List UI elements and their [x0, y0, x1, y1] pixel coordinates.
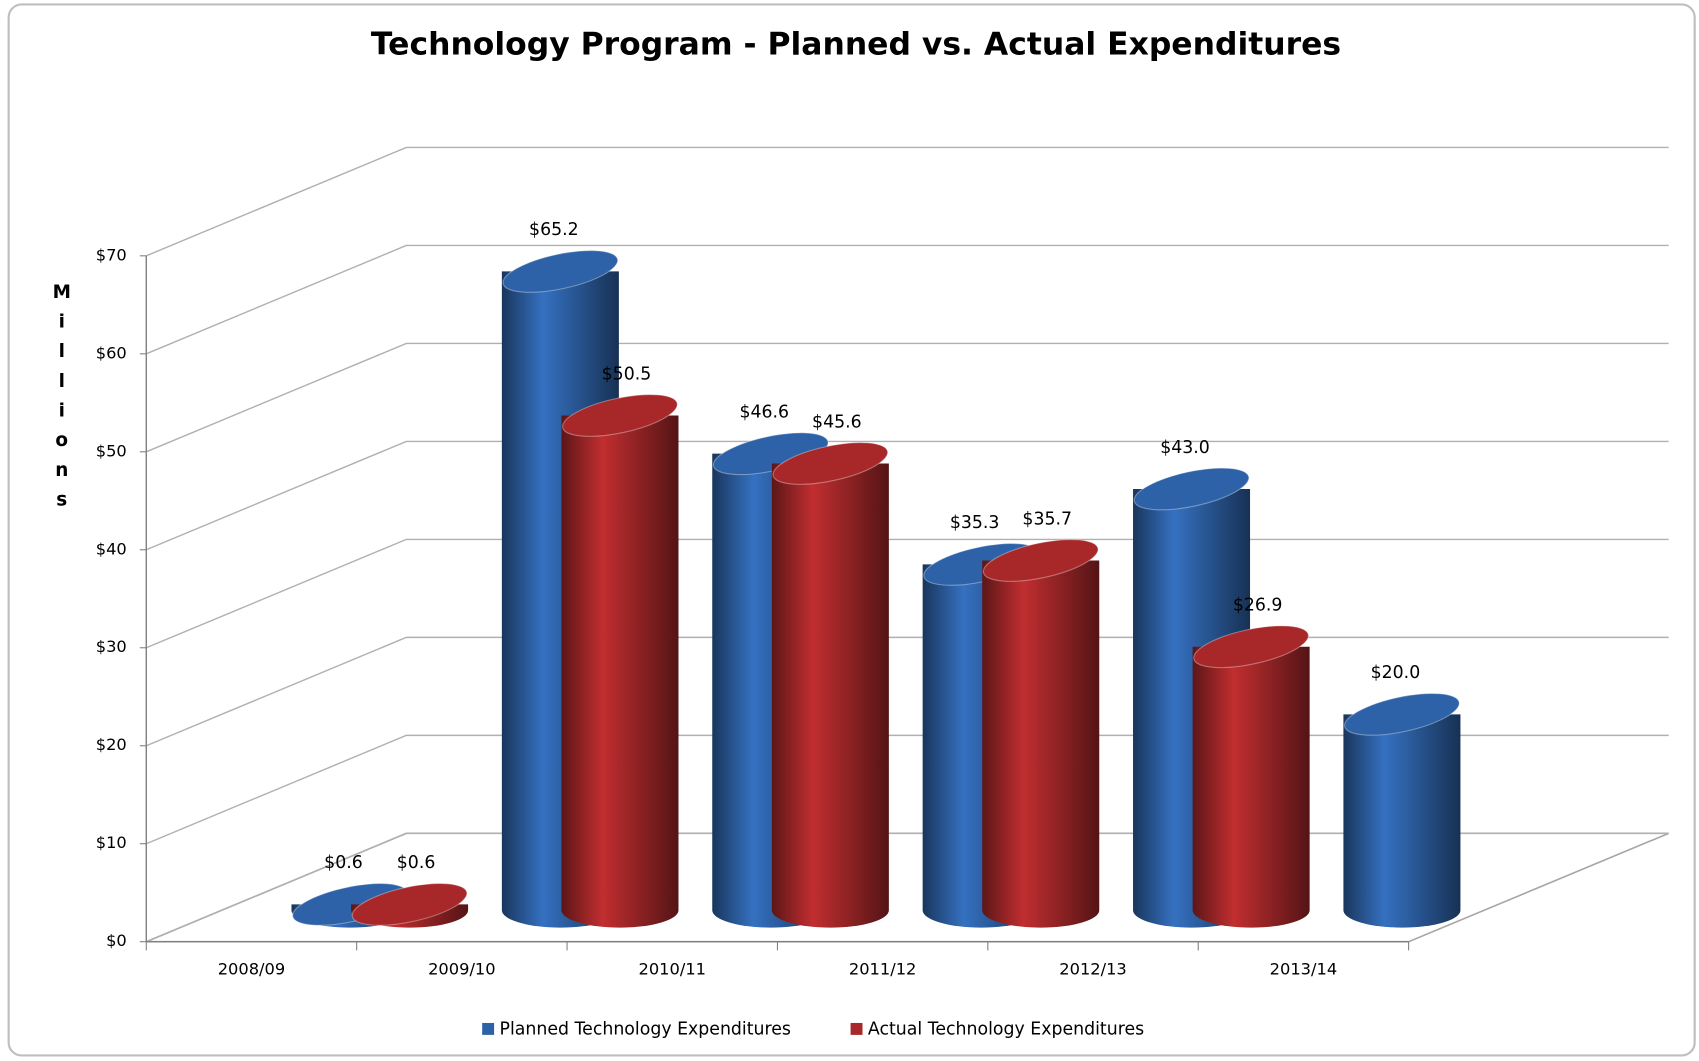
y-tick-label: $60: [96, 343, 127, 362]
y-tick-label: $40: [96, 539, 127, 558]
data-label: $20.0: [1371, 663, 1421, 683]
cylinder-top: [502, 250, 619, 293]
cylinder: [561, 394, 679, 928]
x-tick-label: 2012/13: [1059, 959, 1127, 978]
cylinder: [351, 882, 469, 928]
x-tick-label: 2008/09: [218, 959, 286, 978]
grid-line: [146, 342, 1669, 453]
legend-label: Actual Technology Expenditures: [868, 1019, 1144, 1039]
cylinder-body: [1192, 646, 1310, 928]
x-tick-label: 2013/14: [1270, 959, 1338, 978]
data-label: $65.2: [529, 220, 579, 240]
cylinder-body: [1343, 714, 1461, 928]
cylinder: [1192, 625, 1310, 928]
y-tick-label: $10: [96, 833, 127, 852]
legend-label: Planned Technology Expenditures: [500, 1019, 791, 1039]
data-label: $35.3: [950, 513, 1000, 533]
data-label: $0.6: [324, 853, 363, 873]
data-label: $26.9: [1233, 596, 1283, 616]
y-tick-label: $20: [96, 735, 127, 754]
y-tick-label: $50: [96, 441, 127, 460]
cylinder-top: [1344, 692, 1460, 736]
cylinder-top: [772, 442, 889, 485]
grid-line: [146, 146, 1669, 257]
x-tick-label: 2011/12: [849, 959, 917, 978]
data-label: $46.6: [739, 403, 789, 423]
cylinder-top: [1193, 625, 1310, 669]
y-axis-label: Millions: [51, 282, 72, 519]
cylinder-top: [1133, 467, 1250, 511]
data-label: $43.0: [1160, 438, 1210, 458]
x-tick-label: 2009/10: [428, 959, 496, 978]
y-tick-label: $70: [96, 245, 127, 264]
chart-title: Technology Program - Planned vs. Actual …: [371, 27, 1341, 63]
y-tick-label: $0: [106, 931, 127, 950]
x-tick-label: 2010/11: [638, 959, 706, 978]
cylinder-body: [982, 560, 1100, 928]
legend-swatch: [850, 1022, 863, 1035]
cylinder-top: [562, 394, 678, 437]
cylinder-top: [982, 539, 1099, 582]
legend-swatch: [482, 1022, 495, 1035]
grid-line: [146, 244, 1669, 355]
cylinder: [771, 442, 889, 928]
data-label: $45.6: [812, 412, 862, 432]
grid-line: [146, 440, 1669, 551]
y-tick-label: $30: [96, 637, 127, 656]
cylinder: [982, 539, 1100, 928]
cylinder-body: [561, 415, 679, 928]
data-label: $50.5: [602, 364, 652, 384]
data-label: $35.7: [1022, 509, 1072, 529]
cylinder-body: [771, 463, 889, 928]
cylinder: [1343, 692, 1461, 928]
cylinder-top: [351, 882, 468, 926]
data-label: $0.6: [397, 853, 436, 873]
